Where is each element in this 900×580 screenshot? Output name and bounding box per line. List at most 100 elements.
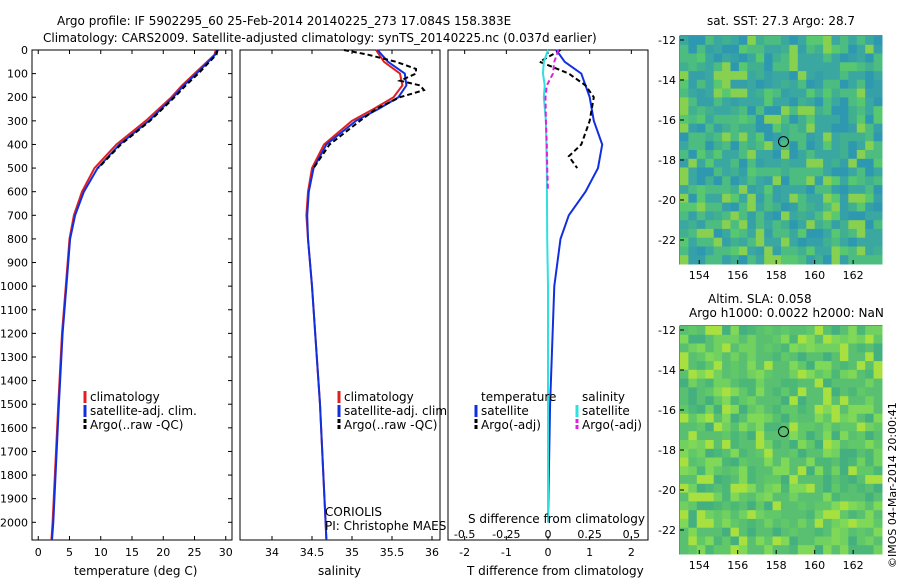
map-cell bbox=[873, 185, 883, 195]
map-cell bbox=[738, 123, 748, 133]
map-cell bbox=[738, 114, 748, 125]
map-cell bbox=[713, 193, 723, 204]
map-cell bbox=[722, 483, 731, 494]
map-cell bbox=[839, 501, 849, 511]
map-cell bbox=[696, 141, 706, 151]
depth-tick-label: 800 bbox=[7, 233, 28, 246]
map-cell bbox=[688, 518, 698, 529]
map-cell bbox=[789, 106, 799, 116]
depth-tick-label: 100 bbox=[7, 68, 28, 81]
map-cell bbox=[865, 106, 875, 116]
map-cell bbox=[755, 448, 765, 459]
map-cell bbox=[764, 343, 774, 353]
map-cell bbox=[696, 466, 706, 476]
map-cell bbox=[814, 176, 824, 186]
salinity-axes-frame bbox=[239, 49, 441, 541]
map-cell bbox=[680, 334, 689, 345]
map-cell bbox=[781, 167, 790, 177]
map-cell bbox=[797, 536, 807, 546]
map-cell bbox=[873, 510, 883, 520]
map-cell bbox=[856, 369, 866, 380]
map-cell bbox=[789, 422, 799, 432]
depth-tick-label: 1600 bbox=[0, 422, 28, 435]
map-cell bbox=[722, 334, 731, 345]
map-cell bbox=[747, 326, 757, 336]
map-cell bbox=[747, 334, 757, 345]
map-cell bbox=[865, 457, 875, 467]
map-cell bbox=[797, 150, 807, 160]
map-cell bbox=[764, 123, 774, 133]
lon-tick-label: 158 bbox=[766, 269, 787, 282]
map-cell bbox=[781, 404, 790, 415]
map-cell bbox=[856, 361, 866, 371]
map-cell bbox=[696, 106, 706, 116]
map-cell bbox=[713, 440, 723, 450]
map-cell bbox=[688, 387, 698, 397]
map-cell bbox=[873, 211, 883, 221]
map-cell bbox=[696, 220, 706, 230]
map-cell bbox=[688, 396, 698, 406]
map-cell bbox=[722, 150, 731, 160]
map-cell bbox=[722, 404, 731, 415]
map-cell bbox=[738, 106, 748, 116]
map-cell bbox=[688, 352, 698, 362]
map-cell bbox=[848, 79, 858, 90]
map-cell bbox=[772, 246, 782, 256]
map-cell bbox=[688, 431, 698, 441]
map-cell bbox=[856, 343, 866, 353]
depth-tick-label: 300 bbox=[7, 115, 28, 128]
map-cell bbox=[848, 369, 858, 380]
map-cell bbox=[680, 132, 689, 142]
map-cell bbox=[814, 123, 824, 133]
map-cell bbox=[688, 53, 698, 63]
map-cell bbox=[823, 202, 832, 212]
map-cell bbox=[696, 440, 706, 450]
map-cell bbox=[856, 176, 866, 186]
map-cell bbox=[755, 492, 765, 502]
map-cell bbox=[755, 44, 765, 55]
map-cell bbox=[806, 448, 816, 459]
map-cell bbox=[747, 246, 757, 256]
map-cell bbox=[764, 158, 774, 169]
map-cell bbox=[722, 387, 731, 397]
map-cell bbox=[696, 211, 706, 221]
map-cell bbox=[873, 202, 883, 212]
map-cell bbox=[848, 44, 858, 55]
map-cell bbox=[713, 53, 723, 63]
map-cell bbox=[755, 466, 765, 476]
map-cell bbox=[764, 237, 774, 247]
map-cell bbox=[696, 36, 706, 46]
map-cell bbox=[806, 501, 816, 511]
map-cell bbox=[823, 114, 832, 125]
map-cell bbox=[755, 361, 765, 371]
map-cell bbox=[789, 361, 799, 371]
map-cell bbox=[856, 106, 866, 116]
map-cell bbox=[856, 193, 866, 204]
map-cell bbox=[814, 44, 824, 55]
map-cell bbox=[848, 167, 858, 177]
depth-tick-label: 1900 bbox=[0, 493, 28, 506]
map-cell bbox=[848, 62, 858, 72]
map-cell bbox=[688, 62, 698, 72]
map-cell bbox=[823, 361, 832, 371]
map-cell bbox=[730, 457, 740, 467]
map-cell bbox=[823, 158, 832, 169]
sst-label: sat. SST: 27.3 Argo: 28.7 bbox=[707, 14, 855, 28]
map-cell bbox=[713, 44, 723, 55]
map-cell bbox=[789, 501, 799, 511]
map-cell bbox=[688, 255, 698, 265]
map-cell bbox=[688, 369, 698, 380]
legend-satellite: satellite-adj. clim. bbox=[344, 404, 451, 418]
map-cell bbox=[755, 518, 765, 529]
map-cell bbox=[713, 211, 723, 221]
map-cell bbox=[839, 457, 849, 467]
map-cell bbox=[781, 378, 790, 388]
map-cell bbox=[839, 114, 849, 125]
map-cell bbox=[789, 466, 799, 476]
map-cell bbox=[772, 352, 782, 362]
map-cell bbox=[738, 237, 748, 247]
map-cell bbox=[781, 545, 790, 555]
map-cell bbox=[806, 431, 816, 441]
map-cell bbox=[713, 466, 723, 476]
map-cell bbox=[747, 132, 757, 142]
